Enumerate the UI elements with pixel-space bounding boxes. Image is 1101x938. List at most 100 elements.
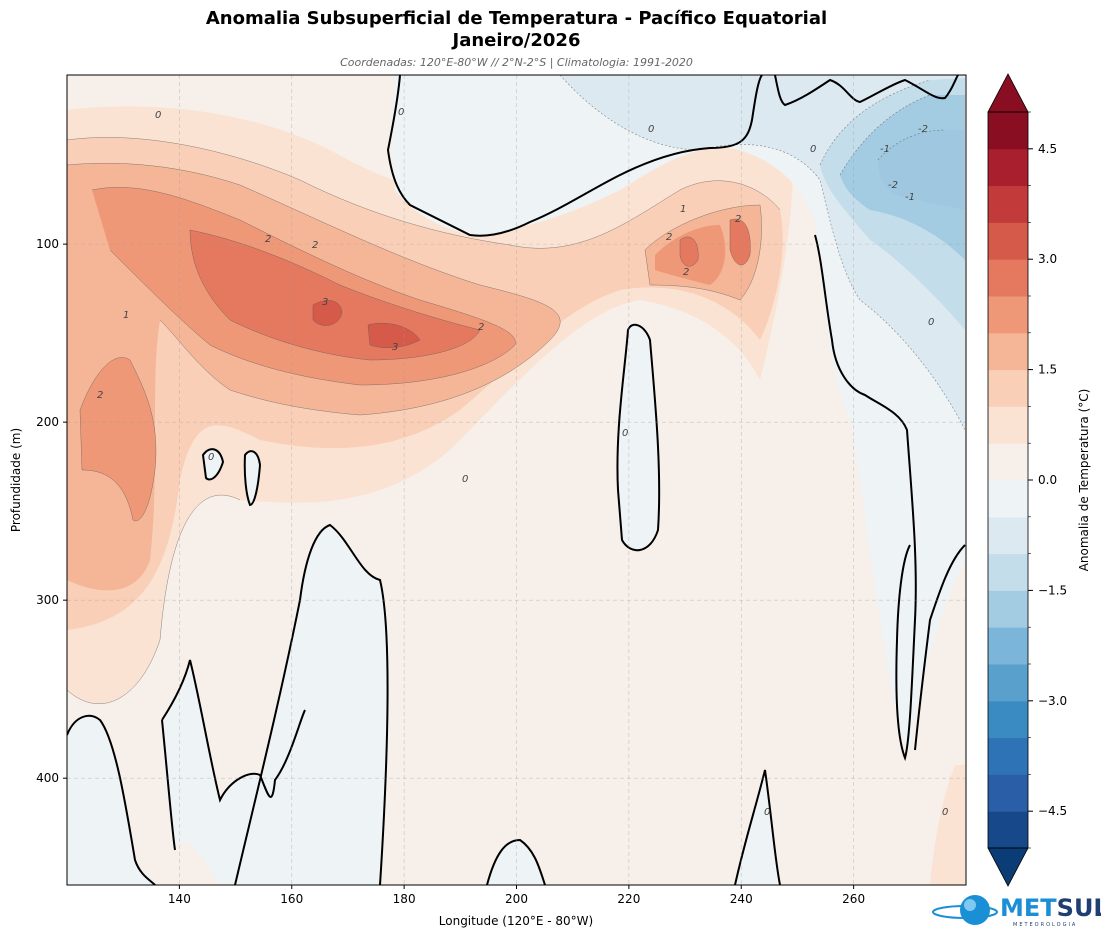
y-tick-label: 100 bbox=[36, 237, 59, 251]
contour-label: 0 bbox=[398, 107, 404, 118]
x-tick-label: 220 bbox=[617, 892, 640, 906]
x-axis-label: Longitude (120°E - 80°W) bbox=[439, 914, 593, 928]
colorbar-tick-label: −1.5 bbox=[1038, 583, 1067, 597]
anomaly-region-cool-2.0 bbox=[878, 130, 965, 210]
colorbar-segment bbox=[988, 590, 1028, 628]
colorbar-tick-label: 1.5 bbox=[1038, 363, 1057, 377]
contour-label: 0 bbox=[462, 474, 468, 485]
colorbar-segment bbox=[988, 774, 1028, 812]
colorbar-extend-top bbox=[987, 73, 1029, 113]
chart-title-line2: Janeiro/2026 bbox=[452, 30, 581, 51]
anomaly-region-warm-3.0 bbox=[313, 300, 342, 326]
x-tick-label: 140 bbox=[168, 892, 191, 906]
contour-label: 2 bbox=[97, 390, 103, 401]
contour-label: 2 bbox=[735, 214, 741, 225]
contour-label: 2 bbox=[312, 240, 318, 251]
anomaly-region-cool-0 bbox=[391, 75, 966, 750]
anomaly-region-cool-deep3 bbox=[162, 660, 305, 885]
anomaly-region-warm-2.5 bbox=[190, 230, 480, 360]
colorbar bbox=[987, 73, 1029, 887]
x-tick-label: 180 bbox=[393, 892, 416, 906]
y-tick-label: 400 bbox=[36, 771, 59, 785]
chart-subtitle: Coordenadas: 120°E-80°W // 2°N-2°S | Cli… bbox=[340, 56, 693, 69]
contour-label-group: 0 0 0 0 0 0 0 0 0 0 1 1 -1 -1 2 2 2 2 2 … bbox=[97, 107, 948, 818]
contour-label: 0 bbox=[208, 452, 214, 463]
logo-sul: SUL bbox=[1056, 894, 1101, 922]
zero-contour bbox=[67, 75, 966, 885]
gridlines bbox=[67, 75, 966, 885]
y-axis: 100 200 300 400 bbox=[36, 237, 67, 785]
contour-label: -2 bbox=[918, 124, 928, 135]
colorbar-segment bbox=[988, 516, 1028, 555]
colorbar-segment bbox=[988, 222, 1028, 260]
colorbar-segment bbox=[988, 553, 1028, 591]
colorbar-segment bbox=[988, 737, 1028, 775]
contour-label: 0 bbox=[155, 110, 161, 121]
colorbar-segment bbox=[988, 700, 1028, 739]
contour-label: 2 bbox=[265, 234, 271, 245]
contour-lines-thin bbox=[67, 137, 781, 705]
anomaly-region-cool-deep4 bbox=[617, 324, 660, 551]
contour-lines-negative bbox=[559, 75, 966, 431]
x-tick-label: 200 bbox=[505, 892, 528, 906]
colorbar-label: Anomalia de Temperatura (°C) bbox=[1077, 389, 1091, 572]
colorbar-segment bbox=[988, 112, 1028, 150]
contour-label: -2 bbox=[888, 180, 898, 191]
contour-label: 0 bbox=[928, 317, 934, 328]
contour-label: 2 bbox=[666, 232, 672, 243]
y-tick-label: 300 bbox=[36, 593, 59, 607]
logo-met: MET bbox=[1000, 894, 1057, 922]
anomaly-region-warm-se bbox=[930, 765, 965, 885]
colorbar-segment bbox=[988, 406, 1028, 444]
contour-label: 2 bbox=[683, 267, 689, 278]
x-axis: 140 160 180 200 220 240 260 bbox=[168, 885, 865, 906]
colorbar-segment bbox=[988, 185, 1028, 223]
contour-label: 2 bbox=[478, 322, 484, 333]
colorbar-segment bbox=[988, 480, 1028, 518]
contour-label: 0 bbox=[810, 144, 816, 155]
colorbar-tick-label: 0.0 bbox=[1038, 473, 1057, 487]
contour-label: 1 bbox=[680, 204, 686, 215]
colorbar-tick-label: 4.5 bbox=[1038, 142, 1057, 156]
colorbar-segment bbox=[988, 259, 1028, 297]
contour-label: 0 bbox=[622, 428, 628, 439]
colorbar-segment bbox=[988, 443, 1028, 481]
colorbar-segment bbox=[988, 332, 1028, 371]
colorbar-segment bbox=[988, 369, 1028, 407]
chart-title: Anomalia Subsuperficial de Temperatura -… bbox=[0, 8, 1033, 52]
y-axis-label: Profundidade (m) bbox=[9, 428, 23, 532]
colorbar-tick-label: −4.5 bbox=[1038, 804, 1067, 818]
contour-label: 0 bbox=[764, 807, 770, 818]
contour-label: 1 bbox=[123, 310, 129, 321]
colorbar-tick-label: −3.0 bbox=[1038, 694, 1067, 708]
contour-label: 0 bbox=[942, 807, 948, 818]
colorbar-segment bbox=[988, 811, 1028, 849]
x-tick-label: 260 bbox=[842, 892, 865, 906]
anomaly-region-warm-2.0-west bbox=[80, 357, 156, 521]
colorbar-segment bbox=[988, 627, 1028, 665]
chart-title-line1: Anomalia Subsuperficial de Temperatura -… bbox=[205, 8, 828, 29]
contour-label: 3 bbox=[322, 297, 328, 308]
colorbar-segment bbox=[988, 296, 1028, 334]
contour-label: -1 bbox=[880, 144, 890, 155]
colorbar-extend-bottom bbox=[987, 847, 1029, 887]
logo-subtitle: METEOROLOGIA bbox=[1013, 922, 1078, 928]
x-tick-label: 240 bbox=[730, 892, 753, 906]
metsul-logo-icon bbox=[932, 895, 998, 925]
anomaly-region-cool-deep1 bbox=[235, 525, 390, 885]
anomaly-region-cool-deep2 bbox=[67, 715, 155, 885]
contour-label: 3 bbox=[392, 342, 398, 353]
colorbar-tick-label: 3.0 bbox=[1038, 252, 1057, 266]
anomaly-region-warm-2.5-east bbox=[730, 219, 751, 266]
colorbar-segment bbox=[988, 148, 1028, 187]
anomaly-region-warm-3.0-b bbox=[368, 323, 420, 348]
colorbar-ticks: 4.5 3.0 1.5 0.0 −1.5 −3.0 −4.5 bbox=[1028, 111, 1067, 849]
colorbar-segment bbox=[988, 664, 1028, 702]
x-tick-label: 160 bbox=[280, 892, 303, 906]
heatmap-field: 0 0 0 0 0 0 0 0 0 0 1 1 -1 -1 2 2 2 2 2 … bbox=[67, 75, 966, 885]
contour-label: -1 bbox=[905, 192, 915, 203]
y-tick-label: 200 bbox=[36, 415, 59, 429]
metsul-logo: METSUL bbox=[1000, 894, 1101, 922]
contour-label: 0 bbox=[648, 124, 654, 135]
